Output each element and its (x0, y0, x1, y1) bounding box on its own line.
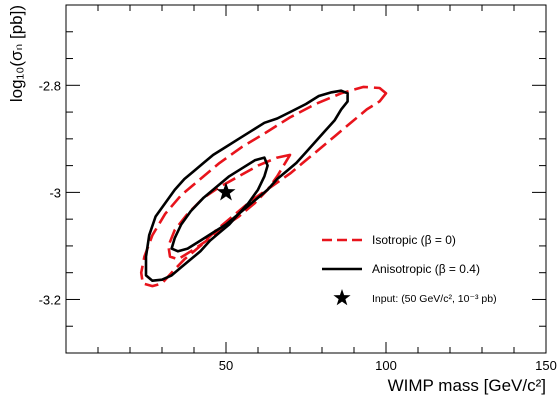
legend-label-isotropic: Isotropic (β = 0) (372, 233, 456, 247)
legend-star-icon (333, 289, 351, 306)
legend-label-anisotropic: Anisotropic (β = 0.4) (372, 262, 480, 276)
isotropic-contour-inner (167, 153, 292, 261)
input-marker-layer (216, 182, 236, 201)
legend: Isotropic (β = 0) Anisotropic (β = 0.4) … (322, 233, 497, 306)
y-axis-title: log₁₀(σₙ [pb]) (7, 5, 26, 102)
plot-frame (65, 4, 547, 354)
x-tick-label-100: 100 (375, 358, 397, 373)
x-axis-title: WIMP mass [GeV/c²] (388, 376, 546, 395)
y-tick-label-minus-3-2: -3.2 (39, 292, 61, 307)
axis-tick-labels: 50 100 150 -3.2 -3 -2.8 (39, 78, 557, 373)
contour-lines (139, 85, 388, 288)
y-tick-label-minus-2-8: -2.8 (39, 78, 61, 93)
input-star-marker (216, 182, 236, 201)
axis-ticks (66, 4, 547, 354)
x-tick-label-150: 150 (535, 358, 557, 373)
x-tick-label-50: 50 (219, 358, 233, 373)
anisotropic-contour-inner (170, 156, 269, 253)
isotropic-contour-outer (139, 85, 388, 288)
anisotropic-contour-outer (144, 89, 349, 282)
legend-label-input: Input: (50 GeV/c², 10⁻³ pb) (372, 293, 497, 305)
y-tick-label-minus-3: -3 (49, 185, 61, 200)
